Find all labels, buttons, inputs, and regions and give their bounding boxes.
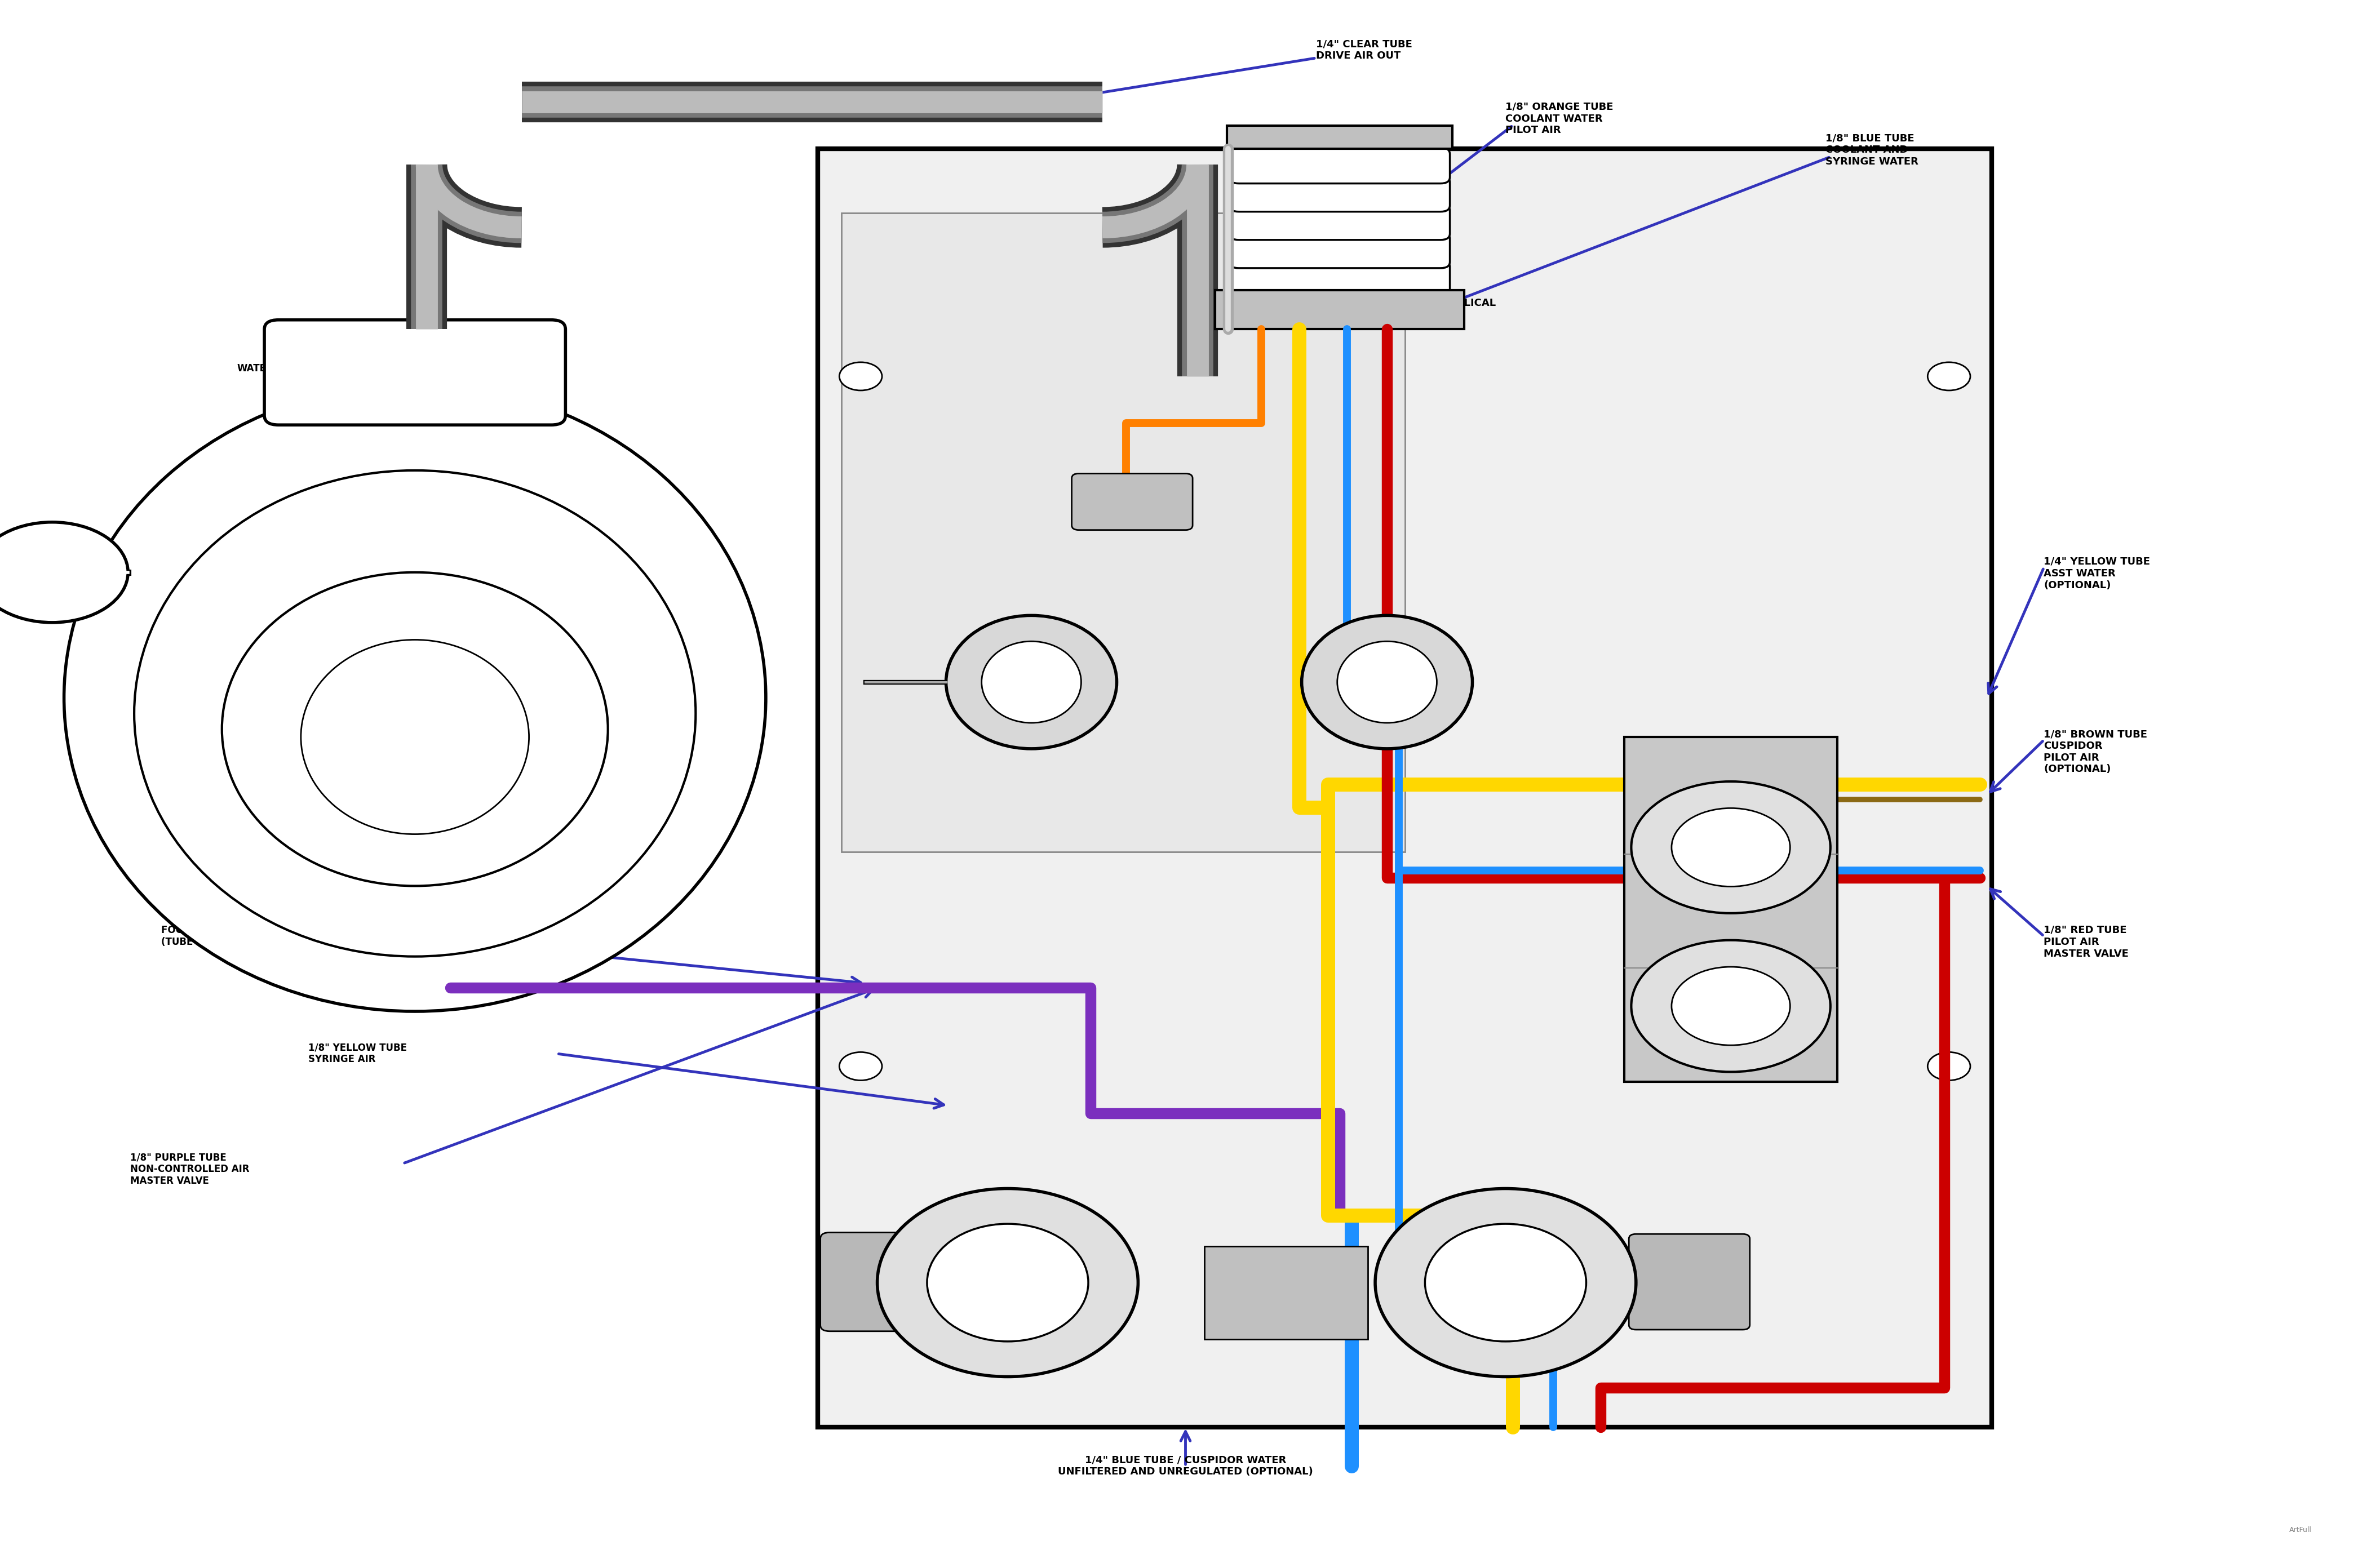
Ellipse shape bbox=[877, 1189, 1138, 1377]
Ellipse shape bbox=[301, 640, 529, 834]
Text: IN: IN bbox=[529, 478, 538, 488]
FancyBboxPatch shape bbox=[1228, 232, 1449, 268]
Ellipse shape bbox=[1425, 1223, 1586, 1342]
Circle shape bbox=[839, 362, 882, 390]
Ellipse shape bbox=[1337, 641, 1437, 723]
Ellipse shape bbox=[1302, 616, 1472, 750]
Bar bbox=[1214, 290, 1463, 329]
Bar bbox=[1228, 125, 1451, 149]
Text: OUT: OUT bbox=[413, 478, 432, 488]
FancyBboxPatch shape bbox=[1228, 176, 1449, 212]
Text: UMBILICAL: UMBILICAL bbox=[1434, 298, 1496, 307]
FancyBboxPatch shape bbox=[820, 1232, 970, 1331]
Text: FOOT CONTROL INLET
(TUBE w/ RIB): FOOT CONTROL INLET (TUBE w/ RIB) bbox=[161, 925, 277, 947]
Circle shape bbox=[1672, 967, 1790, 1046]
FancyBboxPatch shape bbox=[1228, 147, 1449, 183]
Circle shape bbox=[1928, 1052, 1970, 1080]
Text: AIR: AIR bbox=[1024, 1210, 1038, 1220]
Ellipse shape bbox=[1375, 1189, 1636, 1377]
Text: ArtFull: ArtFull bbox=[2290, 1526, 2312, 1534]
Circle shape bbox=[0, 522, 128, 622]
FancyBboxPatch shape bbox=[263, 320, 564, 425]
Text: 1/4" CLEAR TUBE
DRIVE AIR OUT: 1/4" CLEAR TUBE DRIVE AIR OUT bbox=[1316, 39, 1413, 61]
Text: 1/8" YELLOW TUBE
SYRINGE AIR: 1/8" YELLOW TUBE SYRINGE AIR bbox=[308, 1043, 408, 1065]
Text: WATER: WATER bbox=[1489, 1262, 1522, 1272]
Circle shape bbox=[839, 1052, 882, 1080]
Circle shape bbox=[1631, 781, 1830, 913]
Ellipse shape bbox=[927, 1223, 1088, 1342]
Text: 1/8" BLUE TUBE
COOLANT AND
SYRINGE WATER: 1/8" BLUE TUBE COOLANT AND SYRINGE WATER bbox=[1826, 133, 1918, 166]
Text: 1/8" PURPLE TUBE
NON-CONTROLLED AIR
MASTER VALVE: 1/8" PURPLE TUBE NON-CONTROLLED AIR MAST… bbox=[130, 1152, 249, 1185]
Ellipse shape bbox=[135, 470, 695, 956]
FancyBboxPatch shape bbox=[1629, 1234, 1750, 1330]
Text: 1/8" BROWN TUBE
CUSPIDOR
PILOT AIR
(OPTIONAL): 1/8" BROWN TUBE CUSPIDOR PILOT AIR (OPTI… bbox=[2044, 729, 2148, 775]
Bar bbox=[818, 149, 1992, 1427]
Ellipse shape bbox=[223, 572, 607, 886]
Circle shape bbox=[1928, 362, 1970, 390]
Ellipse shape bbox=[982, 641, 1081, 723]
FancyBboxPatch shape bbox=[1228, 204, 1449, 240]
FancyBboxPatch shape bbox=[1228, 260, 1449, 296]
Text: WASTE: WASTE bbox=[1340, 660, 1373, 670]
Text: 1/8" ORANGE TUBE
COOLANT WATER
PILOT AIR: 1/8" ORANGE TUBE COOLANT WATER PILOT AIR bbox=[1506, 102, 1615, 135]
Ellipse shape bbox=[946, 616, 1117, 750]
FancyBboxPatch shape bbox=[1072, 474, 1193, 530]
Circle shape bbox=[1672, 808, 1790, 886]
Ellipse shape bbox=[64, 384, 766, 1011]
Bar bbox=[842, 213, 1406, 851]
Text: VACUUM: VACUUM bbox=[984, 660, 1024, 670]
Text: 1/4" BLUE TUBE / CUSPIDOR WATER
UNFILTERED AND UNREGULATED (OPTIONAL): 1/4" BLUE TUBE / CUSPIDOR WATER UNFILTER… bbox=[1057, 1455, 1314, 1477]
Text: 1/4" YELLOW TUBE
ASST WATER
(OPTIONAL): 1/4" YELLOW TUBE ASST WATER (OPTIONAL) bbox=[2044, 557, 2150, 590]
Text: 1/8" RED TUBE
PILOT AIR
MASTER VALVE: 1/8" RED TUBE PILOT AIR MASTER VALVE bbox=[2044, 925, 2129, 958]
Text: WATER: WATER bbox=[237, 364, 273, 373]
FancyBboxPatch shape bbox=[1204, 1247, 1368, 1339]
Bar bbox=[1624, 737, 1838, 1082]
Circle shape bbox=[1631, 941, 1830, 1073]
